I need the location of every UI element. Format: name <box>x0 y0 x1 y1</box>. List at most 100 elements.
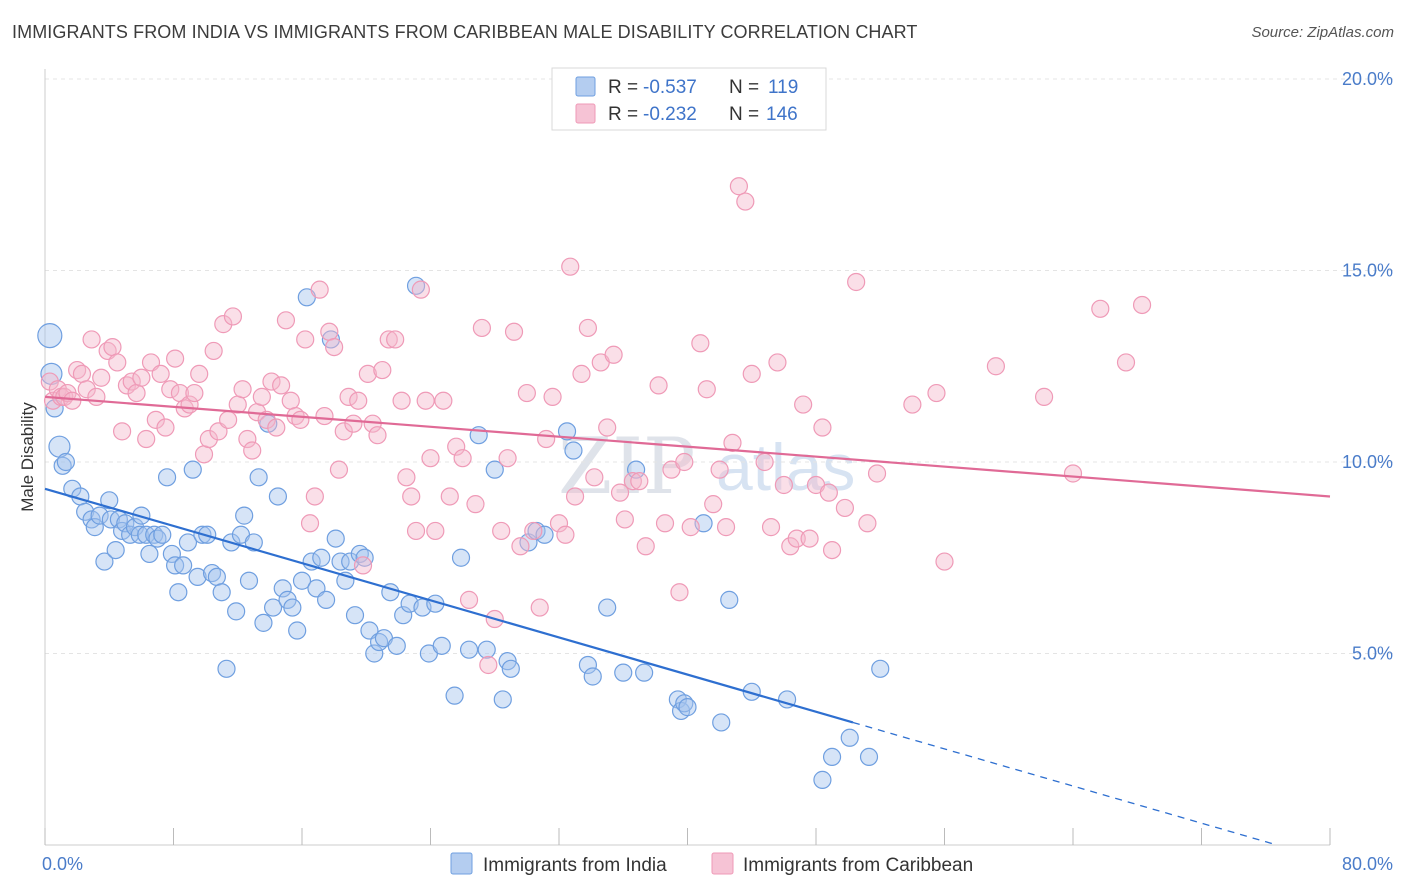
legend-r-label-india: R = <box>608 77 638 98</box>
caribbean-point <box>267 418 286 437</box>
india-point <box>217 659 236 678</box>
caribbean-point <box>675 452 694 472</box>
caribbean-point <box>1034 387 1054 406</box>
caribbean-point <box>472 318 491 338</box>
india-point <box>235 506 254 525</box>
caribbean-point <box>434 391 453 410</box>
india-point <box>614 663 633 682</box>
caribbean-point <box>578 318 598 338</box>
caribbean-point <box>344 414 363 433</box>
caribbean-point <box>736 192 755 211</box>
caribbean-point <box>794 395 813 414</box>
india-point <box>116 514 135 533</box>
caribbean-point <box>858 514 877 533</box>
caribbean-point <box>524 521 543 541</box>
india-point <box>813 770 832 789</box>
x-tick-label-max: 80.0% <box>1342 854 1393 874</box>
y-axis-tick-labels: 5.0% 10.0% 15.0% 20.0% <box>1342 69 1393 664</box>
india-point <box>583 667 602 686</box>
india-point <box>174 556 193 575</box>
india-point <box>535 525 554 544</box>
india-point <box>249 468 268 487</box>
india-point <box>302 552 321 571</box>
caribbean-point <box>151 364 170 384</box>
caribbean-point <box>421 449 440 468</box>
caribbean-point <box>822 540 842 560</box>
caribbean-point <box>199 429 218 449</box>
india-point <box>90 506 109 525</box>
legend-box <box>551 67 827 131</box>
india-trend-line <box>44 487 854 724</box>
india-point <box>432 636 451 655</box>
caribbean-point <box>185 383 204 403</box>
caribbean-point <box>927 383 946 403</box>
caribbean-point <box>453 449 472 468</box>
caribbean-point <box>219 410 238 429</box>
chart-title: IMMIGRANTS FROM INDIA VS IMMIGRANTS FROM… <box>12 22 918 42</box>
caribbean-point <box>723 433 742 452</box>
caribbean-point <box>610 483 630 502</box>
y-axis-label: Male Disability <box>18 402 37 512</box>
bottom-legend: Immigrants from India Immigrants from Ca… <box>450 852 973 876</box>
india-point <box>387 636 406 655</box>
caribbean-point <box>72 364 92 384</box>
legend-swatch-caribbean <box>575 103 596 124</box>
caribbean-point <box>339 387 358 406</box>
caribbean-point <box>194 445 214 464</box>
grid <box>45 78 1393 654</box>
caribbean-point <box>986 357 1006 376</box>
india-point <box>106 540 125 560</box>
caribbean-point <box>835 498 855 518</box>
caribbean-point <box>243 441 262 460</box>
caribbean-point <box>281 391 300 410</box>
caribbean-point <box>92 368 111 387</box>
bottom-legend-swatch-india <box>450 852 473 875</box>
caribbean-point <box>681 518 700 537</box>
caribbean-point <box>1063 464 1083 483</box>
caribbean-point <box>77 380 96 399</box>
y-tick-label: 5.0% <box>1352 644 1393 664</box>
caribbean-point <box>291 410 310 429</box>
caribbean-point <box>704 495 723 514</box>
caribbean-point <box>729 177 749 196</box>
caribbean-point <box>598 418 617 437</box>
india-point <box>244 533 263 552</box>
caribbean-point <box>156 418 175 437</box>
india-point <box>95 552 114 571</box>
caribbean-point <box>334 422 353 441</box>
india-point <box>493 690 512 709</box>
caribbean-point <box>368 426 387 445</box>
legend-r-value-caribbean: -0.232 <box>643 104 697 125</box>
caribbean-point <box>262 372 281 391</box>
caribbean-point <box>329 460 349 479</box>
caribbean-point <box>630 472 649 491</box>
caribbean-point <box>1132 295 1152 315</box>
india-point <box>451 548 471 567</box>
legend: R = -0.537 N = 119 R = -0.232 N = 146 <box>551 67 827 131</box>
caribbean-point <box>655 514 675 533</box>
india-point <box>263 598 283 617</box>
india-point <box>85 518 104 537</box>
watermark-atlas: atlas <box>716 430 855 504</box>
india-point <box>183 460 202 479</box>
india-point <box>345 606 365 625</box>
y-tick-label: 15.0% <box>1342 261 1393 281</box>
caribbean-point <box>392 391 411 410</box>
india-point <box>394 606 413 625</box>
legend-n-value-india: 119 <box>768 77 798 98</box>
india-point <box>635 663 654 682</box>
india-point <box>501 659 520 678</box>
caribbean-point <box>373 360 392 380</box>
caribbean-point <box>935 552 954 571</box>
caribbean-point <box>137 429 156 449</box>
caribbean-point <box>257 410 276 429</box>
caribbean-point <box>710 460 729 479</box>
caribbean-point <box>697 380 716 399</box>
india-point <box>268 487 288 506</box>
caribbean-point <box>325 338 344 357</box>
caribbean-point <box>636 537 655 556</box>
india-point <box>355 548 374 567</box>
india-point <box>153 525 172 544</box>
caribbean-point <box>565 487 585 506</box>
